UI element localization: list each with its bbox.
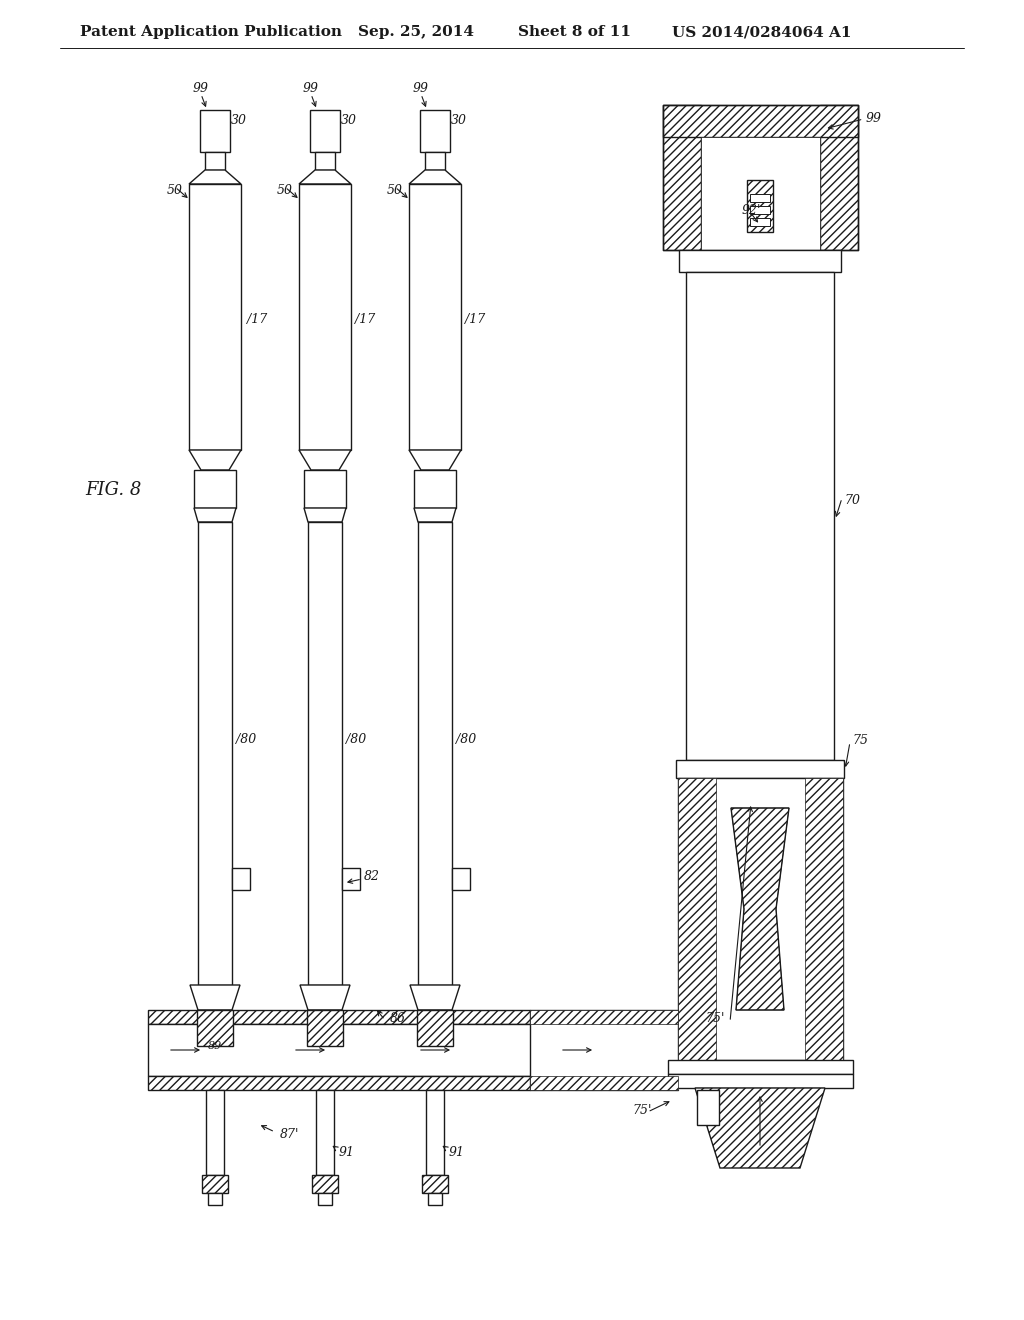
Polygon shape — [189, 450, 241, 470]
Bar — [417, 1010, 453, 1045]
Polygon shape — [409, 170, 461, 183]
Bar — [425, 152, 445, 170]
Text: /80: /80 — [346, 734, 367, 747]
Bar — [805, 777, 843, 1060]
Polygon shape — [300, 985, 350, 1010]
Polygon shape — [194, 508, 236, 521]
Bar — [205, 152, 225, 170]
Bar — [148, 1024, 530, 1076]
Text: 92': 92' — [742, 203, 762, 216]
Bar — [746, 180, 773, 232]
Bar — [422, 1175, 449, 1193]
Bar — [304, 470, 346, 508]
Bar — [200, 110, 230, 152]
Polygon shape — [695, 1088, 825, 1168]
Bar — [409, 183, 461, 450]
Text: 99: 99 — [193, 82, 209, 95]
Bar — [307, 1010, 343, 1045]
Bar — [232, 869, 250, 890]
Text: 50: 50 — [387, 183, 403, 197]
Bar — [663, 106, 857, 137]
Bar — [310, 110, 340, 152]
Text: 91: 91 — [449, 1146, 465, 1159]
Text: 99: 99 — [865, 112, 882, 125]
Bar — [686, 272, 834, 760]
Bar — [197, 1010, 233, 1045]
Text: 86: 86 — [390, 1011, 406, 1024]
Bar — [530, 1010, 678, 1024]
Polygon shape — [731, 808, 790, 1010]
Text: /80: /80 — [236, 734, 256, 747]
Text: 70: 70 — [844, 494, 860, 507]
Polygon shape — [410, 985, 460, 1010]
Text: 75': 75' — [705, 1011, 724, 1024]
Bar — [679, 249, 841, 272]
Bar — [198, 521, 232, 985]
Bar — [426, 1090, 444, 1175]
Bar — [315, 152, 335, 170]
Text: /80: /80 — [456, 734, 476, 747]
Bar — [316, 1090, 334, 1175]
Bar — [420, 110, 450, 152]
Text: /17: /17 — [355, 314, 375, 326]
Text: Sheet 8 of 11: Sheet 8 of 11 — [518, 25, 631, 40]
Bar — [678, 777, 843, 1060]
Bar — [696, 1090, 719, 1125]
Bar — [418, 521, 452, 985]
Text: 91: 91 — [339, 1146, 355, 1159]
Text: 50: 50 — [278, 183, 293, 197]
Bar — [668, 1074, 853, 1088]
Polygon shape — [190, 985, 240, 1010]
Bar — [318, 1193, 332, 1205]
Bar — [700, 137, 819, 249]
Bar — [530, 1076, 678, 1090]
Bar — [678, 777, 716, 1060]
Polygon shape — [299, 450, 351, 470]
Bar — [312, 1175, 338, 1193]
Bar — [414, 470, 456, 508]
Text: 30: 30 — [231, 114, 247, 127]
Bar — [676, 760, 844, 777]
Text: 30: 30 — [451, 114, 467, 127]
Bar — [202, 1175, 228, 1193]
Text: 50: 50 — [167, 183, 183, 197]
Bar — [206, 1090, 224, 1175]
Bar — [750, 206, 770, 214]
Text: FIG. 8: FIG. 8 — [85, 480, 141, 499]
Bar — [189, 183, 241, 450]
Text: US 2014/0284064 A1: US 2014/0284064 A1 — [672, 25, 852, 40]
Bar — [663, 106, 700, 249]
Polygon shape — [414, 508, 456, 521]
Bar — [308, 521, 342, 985]
Text: 82: 82 — [364, 870, 380, 883]
Bar — [428, 1193, 442, 1205]
Text: 99: 99 — [303, 82, 319, 95]
Bar — [819, 106, 857, 249]
Bar — [208, 1193, 222, 1205]
Polygon shape — [304, 508, 346, 521]
Text: Sep. 25, 2014: Sep. 25, 2014 — [358, 25, 474, 40]
Text: /17: /17 — [247, 314, 267, 326]
Bar — [750, 194, 770, 202]
Text: 30: 30 — [341, 114, 357, 127]
Bar — [148, 1010, 530, 1024]
Bar — [148, 1076, 530, 1090]
Text: 89: 89 — [208, 1041, 222, 1051]
Text: /17: /17 — [465, 314, 485, 326]
Text: 75': 75' — [633, 1104, 652, 1117]
Text: 75: 75 — [852, 734, 868, 747]
Bar — [750, 218, 770, 226]
Polygon shape — [189, 170, 241, 183]
Bar — [668, 1060, 853, 1074]
Bar — [194, 470, 236, 508]
Bar — [342, 869, 360, 890]
Text: 99: 99 — [413, 82, 429, 95]
Bar — [452, 869, 470, 890]
Polygon shape — [409, 450, 461, 470]
Bar — [299, 183, 351, 450]
Text: Patent Application Publication: Patent Application Publication — [80, 25, 342, 40]
Polygon shape — [299, 170, 351, 183]
Text: 87': 87' — [280, 1129, 299, 1142]
